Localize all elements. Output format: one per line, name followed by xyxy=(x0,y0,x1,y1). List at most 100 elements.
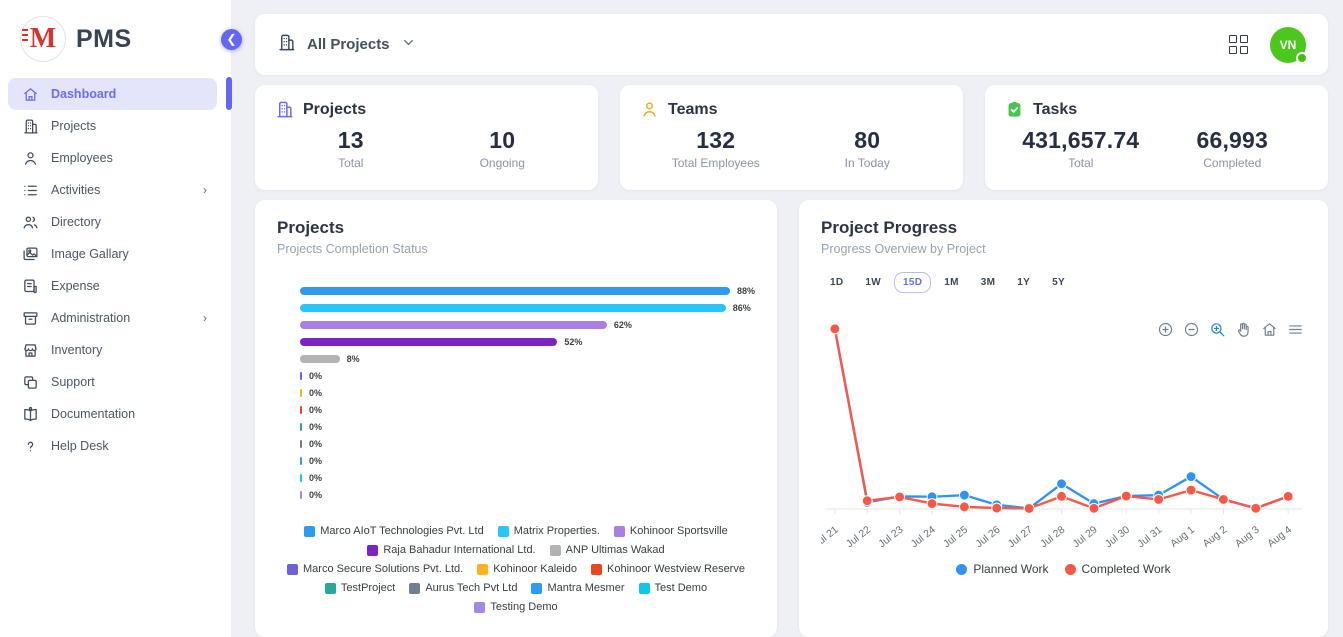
legend-item-aurus-tech-pvt-ltd[interactable]: Aurus Tech Pvt Ltd xyxy=(409,582,517,594)
sidebar-item-employees[interactable]: Employees xyxy=(8,142,217,174)
sidebar-collapse-button[interactable]: ❮ xyxy=(221,29,242,50)
sidebar-item-activities[interactable]: Activities › xyxy=(8,174,217,206)
menu-icon[interactable] xyxy=(1287,321,1304,338)
sidebar-item-image-gallary[interactable]: Image Gallary xyxy=(8,238,217,270)
bar-row[interactable]: 0% xyxy=(300,452,755,469)
sidebar-item-administration[interactable]: Administration › xyxy=(8,302,217,334)
sidebar-item-support[interactable]: Support xyxy=(8,366,217,398)
legend-label: Marco Secure Solutions Pvt. Ltd. xyxy=(303,563,464,575)
project-filter-dropdown[interactable]: All Projects xyxy=(277,33,416,56)
question-icon xyxy=(22,438,39,455)
metric-label: In Today xyxy=(844,156,890,170)
bar-row[interactable]: 88% xyxy=(300,282,755,299)
data-point-completed-work xyxy=(1023,503,1035,514)
legend-item-marco-aiot-technologies-pvt-ltd[interactable]: Marco AIoT Technologies Pvt. Ltd xyxy=(304,525,484,537)
line-chart-area: Jul 21 Jul 22 Jul 23 Jul 24 Jul 25 Jul 26 Jul … xyxy=(821,315,1306,560)
legend-item-anp-ultimas-wakad[interactable]: ANP Ultimas Wakad xyxy=(549,544,665,556)
legend-item-testproject[interactable]: TestProject xyxy=(324,582,395,594)
legend-item-matrix-properties[interactable]: Matrix Properties. xyxy=(497,525,600,537)
pan-icon[interactable] xyxy=(1235,321,1252,338)
legend-item-raja-bahadur-international-ltd[interactable]: Raja Bahadur International Ltd. xyxy=(367,544,536,556)
project-filter-label: All Projects xyxy=(307,36,390,53)
legend-swatch xyxy=(591,563,602,575)
legend-label: Marco AIoT Technologies Pvt. Ltd xyxy=(320,525,484,537)
stat-card-title: Projects xyxy=(303,100,367,118)
legend-item-completed-work[interactable]: Completed Work xyxy=(1064,562,1171,577)
range-button-1m[interactable]: 1M xyxy=(935,272,968,293)
sidebar-item-label: Documentation xyxy=(51,407,136,421)
sidebar-item-label: Employees xyxy=(51,151,113,165)
bar-row[interactable]: 0% xyxy=(300,384,755,401)
range-button-15d[interactable]: 15D xyxy=(894,272,932,293)
bar-row[interactable]: 0% xyxy=(300,469,755,486)
bar-row[interactable]: 52% xyxy=(300,333,755,350)
bar-matrix-properties xyxy=(300,303,726,312)
sidebar-item-documentation[interactable]: Documentation xyxy=(8,398,217,430)
metric-total-employees: 132 Total Employees xyxy=(640,127,792,170)
legend-label: Kohinoor Kaleido xyxy=(493,563,577,575)
bar-marco-aiot-technologies-pvt-ltd xyxy=(300,286,730,295)
metric-value: 66,993 xyxy=(1196,127,1269,153)
bar-row[interactable]: 0% xyxy=(300,401,755,418)
sidebar-item-label: Administration xyxy=(51,311,131,325)
data-point-completed-work xyxy=(1282,490,1294,502)
avatar[interactable]: VN xyxy=(1270,26,1308,64)
legend-label: Completed Work xyxy=(1081,562,1171,577)
range-button-1d[interactable]: 1D xyxy=(821,272,852,293)
chevron-right-icon: › xyxy=(203,183,207,197)
progress-chart-subtitle: Progress Overview by Project xyxy=(821,242,986,256)
metric-label: Total Employees xyxy=(671,156,760,170)
legend-label: ANP Ultimas Wakad xyxy=(565,544,665,556)
bar-anp-ultimas-wakad xyxy=(300,354,340,363)
sidebar-item-dashboard[interactable]: Dashboard xyxy=(8,78,217,110)
legend-item-marco-secure-solutions-pvt-ltd[interactable]: Marco Secure Solutions Pvt. Ltd. xyxy=(287,563,463,575)
home-icon[interactable] xyxy=(1261,321,1278,338)
legend-item-kohinoor-kaleido[interactable]: Kohinoor Kaleido xyxy=(477,563,577,575)
line-chart-legend: Planned Work Completed Work xyxy=(821,562,1306,576)
legend-item-testing-demo[interactable]: Testing Demo xyxy=(474,601,558,613)
legend-item-test-demo[interactable]: Test Demo xyxy=(638,582,707,594)
range-button-5y[interactable]: 5Y xyxy=(1043,272,1074,293)
sidebar-item-help-desk[interactable]: Help Desk xyxy=(8,430,217,462)
legend-item-planned-work[interactable]: Planned Work xyxy=(956,562,1049,576)
selection-zoom-icon[interactable] xyxy=(1209,321,1226,338)
clipboard-check-icon xyxy=(1005,100,1024,119)
bar-row[interactable]: 0% xyxy=(300,486,755,503)
data-point-completed-work xyxy=(991,502,1003,514)
range-button-1y[interactable]: 1Y xyxy=(1008,272,1039,293)
projects-chart-subtitle: Projects Completion Status xyxy=(277,242,428,256)
sidebar-item-projects[interactable]: Projects xyxy=(8,110,217,142)
grid-apps-icon[interactable] xyxy=(1229,35,1248,54)
range-button-3m[interactable]: 3M xyxy=(972,272,1005,293)
line-chart[interactable]: Jul 21 Jul 22 Jul 23 Jul 24 Jul 25 Jul 26 Jul … xyxy=(821,315,1306,560)
bar-row[interactable]: 0% xyxy=(300,435,755,452)
metric-completed: 66,993 Completed xyxy=(1157,127,1309,170)
sidebar-item-inventory[interactable]: Inventory xyxy=(8,334,217,366)
bar-row[interactable]: 0% xyxy=(300,418,755,435)
sidebar-item-label: Dashboard xyxy=(51,87,117,101)
progress-chart-title: Project Progress xyxy=(821,218,958,237)
bar-row[interactable]: 86% xyxy=(300,299,755,316)
range-button-1w[interactable]: 1W xyxy=(856,272,890,293)
zoom-in-icon[interactable] xyxy=(1157,321,1174,338)
data-point-completed-work xyxy=(829,323,841,335)
x-axis-label: Aug 1 xyxy=(1169,524,1197,550)
logo: M PMS xyxy=(0,0,231,76)
bar-value-label: 0% xyxy=(309,370,323,381)
sidebar-item-expense[interactable]: Expense xyxy=(8,270,217,302)
bar-row[interactable]: 0% xyxy=(300,367,755,384)
bar-row[interactable]: 8% xyxy=(300,350,755,367)
legend-item-mantra-mesmer[interactable]: Mantra Mesmer xyxy=(531,582,625,594)
bar-row[interactable]: 62% xyxy=(300,316,755,333)
legend-item-kohinoor-sportsville[interactable]: Kohinoor Sportsville xyxy=(613,525,728,537)
legend-item-kohinoor-westview-reserve[interactable]: Kohinoor Westview Reserve xyxy=(591,563,745,575)
legend-swatch xyxy=(409,582,421,594)
image-icon xyxy=(22,246,39,263)
legend-swatch xyxy=(613,525,625,537)
bar-value-label: 86% xyxy=(732,302,751,313)
sidebar-item-directory[interactable]: Directory xyxy=(8,206,217,238)
x-axis-label: Jul 27 xyxy=(1006,524,1035,550)
sidebar-item-label: Inventory xyxy=(51,343,103,357)
zoom-out-icon[interactable] xyxy=(1183,321,1200,338)
